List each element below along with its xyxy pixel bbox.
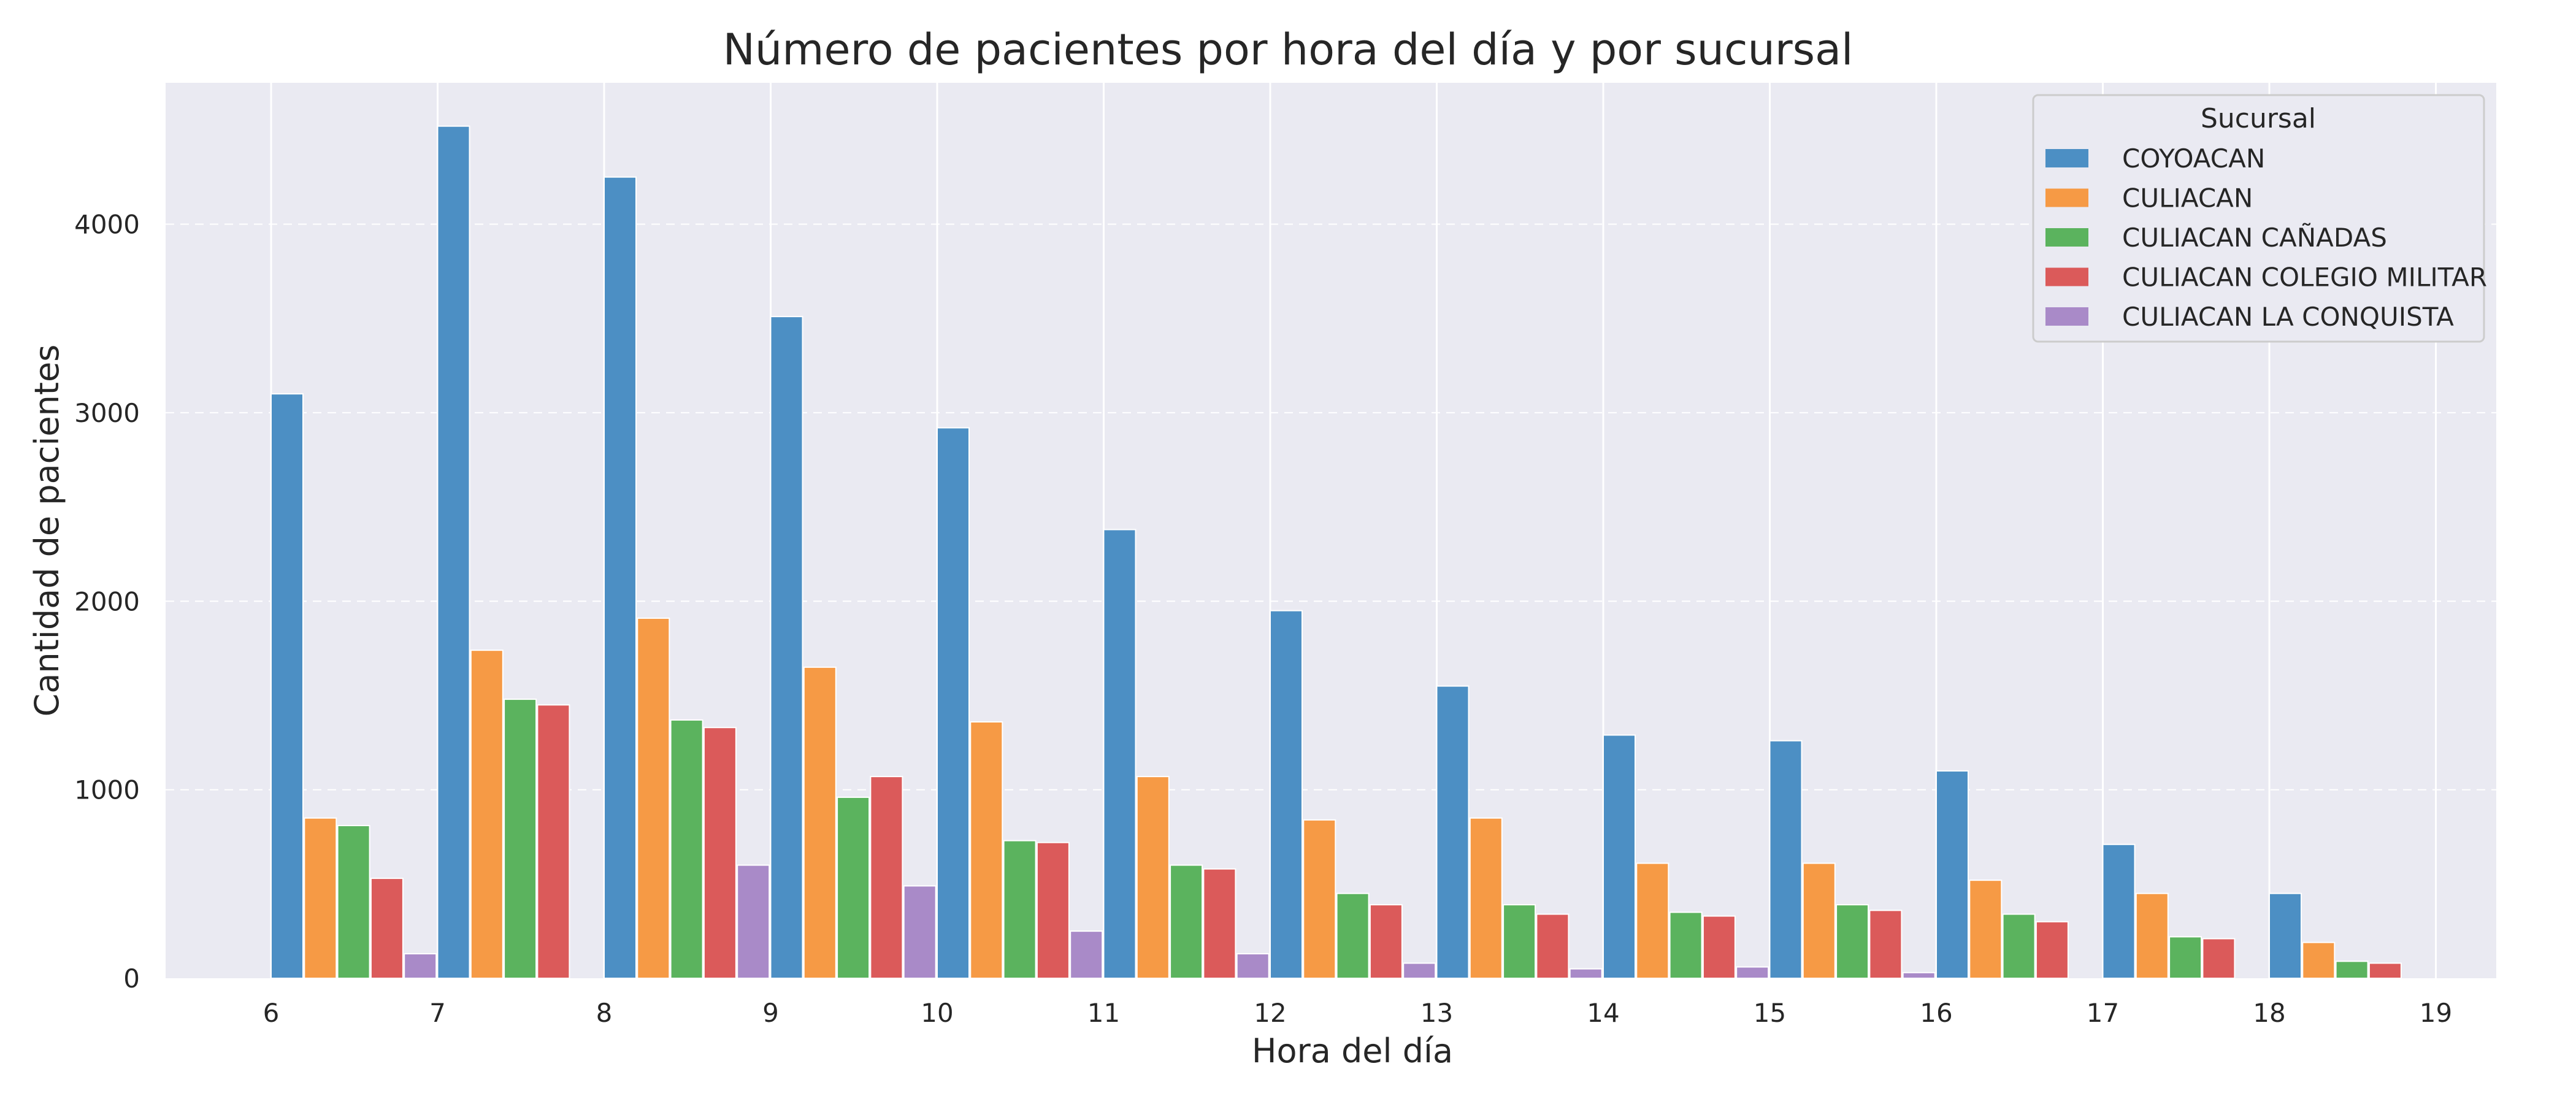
y-tick-label: 0 bbox=[123, 964, 140, 994]
bar bbox=[2302, 941, 2336, 979]
bar bbox=[2002, 913, 2036, 979]
bar bbox=[1303, 819, 1336, 979]
bar bbox=[504, 699, 537, 979]
bar bbox=[1603, 734, 1636, 979]
bar bbox=[970, 721, 1003, 979]
legend-swatch bbox=[2045, 307, 2088, 326]
bar bbox=[2135, 892, 2169, 979]
legend-swatch bbox=[2045, 149, 2088, 167]
bar bbox=[2368, 962, 2402, 979]
bar bbox=[1369, 904, 1403, 979]
x-tick-label: 17 bbox=[2087, 998, 2119, 1028]
bar bbox=[1070, 930, 1103, 979]
x-tick-label: 19 bbox=[2420, 998, 2452, 1028]
axis-ticks: 0 1000 2000 3000 4000 6 7 8 9 10 11 12 13 14 15 16 17 18 1… bbox=[74, 210, 2452, 1028]
legend-label: CULIACAN LA CONQUISTA bbox=[2122, 302, 2454, 332]
x-axis-label: Hora del día bbox=[1252, 1032, 1453, 1070]
bar bbox=[1736, 966, 1769, 979]
bar bbox=[1569, 968, 1603, 979]
bar bbox=[1836, 904, 1869, 979]
bar bbox=[803, 666, 837, 979]
bar bbox=[1403, 962, 1436, 979]
bar bbox=[604, 176, 637, 979]
y-tick-label: 3000 bbox=[74, 398, 140, 428]
x-tick-label: 16 bbox=[1920, 998, 1952, 1028]
x-tick-label: 10 bbox=[921, 998, 953, 1028]
x-tick-label: 13 bbox=[1420, 998, 1453, 1028]
bar bbox=[1769, 740, 1803, 979]
bar bbox=[637, 617, 670, 979]
bar bbox=[1103, 529, 1137, 979]
bar bbox=[370, 878, 404, 979]
bar bbox=[2202, 938, 2236, 979]
x-tick-label: 9 bbox=[762, 998, 779, 1028]
bar bbox=[2169, 936, 2202, 979]
bar bbox=[2102, 843, 2136, 979]
bar bbox=[1969, 880, 2003, 979]
bar bbox=[1136, 776, 1170, 979]
x-tick-label: 12 bbox=[1254, 998, 1286, 1028]
bar bbox=[703, 727, 737, 979]
bar bbox=[1503, 904, 1536, 979]
legend-box bbox=[2032, 94, 2485, 343]
bar bbox=[2035, 921, 2069, 979]
bar bbox=[837, 796, 870, 979]
legend-label: CULIACAN CAÑADAS bbox=[2122, 222, 2387, 253]
x-tick-label: 14 bbox=[1587, 998, 1619, 1028]
y-axis-label: Cantidad de pacientes bbox=[28, 345, 66, 717]
bar bbox=[437, 125, 470, 979]
bar bbox=[1702, 915, 1736, 979]
bar bbox=[1003, 840, 1037, 979]
bar bbox=[2335, 960, 2369, 979]
legend-swatch bbox=[2045, 267, 2088, 286]
x-tick-label: 15 bbox=[1754, 998, 1786, 1028]
y-tick-label: 4000 bbox=[74, 210, 140, 240]
legend-label: CULIACAN COLEGIO MILITAR bbox=[2122, 263, 2487, 293]
bar bbox=[1636, 862, 1669, 979]
bar bbox=[870, 776, 903, 979]
bar bbox=[1669, 911, 1703, 979]
x-tick-label: 6 bbox=[263, 998, 280, 1028]
bar bbox=[1270, 610, 1303, 979]
bar bbox=[1469, 817, 1503, 979]
bar bbox=[1869, 910, 1903, 979]
bar bbox=[737, 864, 770, 979]
bar bbox=[770, 316, 803, 979]
bar bbox=[1902, 972, 1936, 979]
bar bbox=[337, 825, 370, 979]
y-tick-label: 1000 bbox=[74, 775, 140, 805]
x-tick-label: 11 bbox=[1087, 998, 1120, 1028]
bar bbox=[1236, 953, 1270, 979]
bar bbox=[304, 817, 337, 979]
bar bbox=[1936, 770, 1969, 979]
bar bbox=[1336, 892, 1370, 979]
bar bbox=[2269, 892, 2302, 979]
bar bbox=[404, 953, 437, 979]
bar bbox=[1203, 868, 1236, 979]
legend-label: COYOACAN bbox=[2122, 144, 2265, 174]
bar bbox=[670, 719, 703, 979]
bar bbox=[1536, 913, 1570, 979]
x-tick-label: 7 bbox=[429, 998, 446, 1028]
bar bbox=[1036, 841, 1070, 979]
bar bbox=[903, 885, 937, 979]
x-tick-label: 18 bbox=[2253, 998, 2285, 1028]
legend-swatch bbox=[2045, 188, 2088, 207]
legend-swatch bbox=[2045, 228, 2088, 247]
bar bbox=[1802, 862, 1836, 979]
legend: Sucursal COYOACAN CULIACAN CULIACAN CAÑADA… bbox=[2032, 94, 2487, 343]
bar bbox=[1436, 685, 1470, 979]
bar bbox=[270, 393, 304, 979]
bars bbox=[270, 125, 2402, 979]
bar bbox=[937, 427, 970, 979]
chart-title: Número de pacientes por hora del día y p… bbox=[723, 25, 1853, 75]
x-tick-label: 8 bbox=[596, 998, 613, 1028]
bar bbox=[1170, 864, 1203, 979]
legend-label: CULIACAN bbox=[2122, 183, 2253, 213]
bar bbox=[537, 704, 570, 979]
bar bbox=[470, 650, 504, 979]
y-tick-label: 2000 bbox=[74, 586, 140, 616]
legend-title: Sucursal bbox=[2201, 103, 2316, 134]
